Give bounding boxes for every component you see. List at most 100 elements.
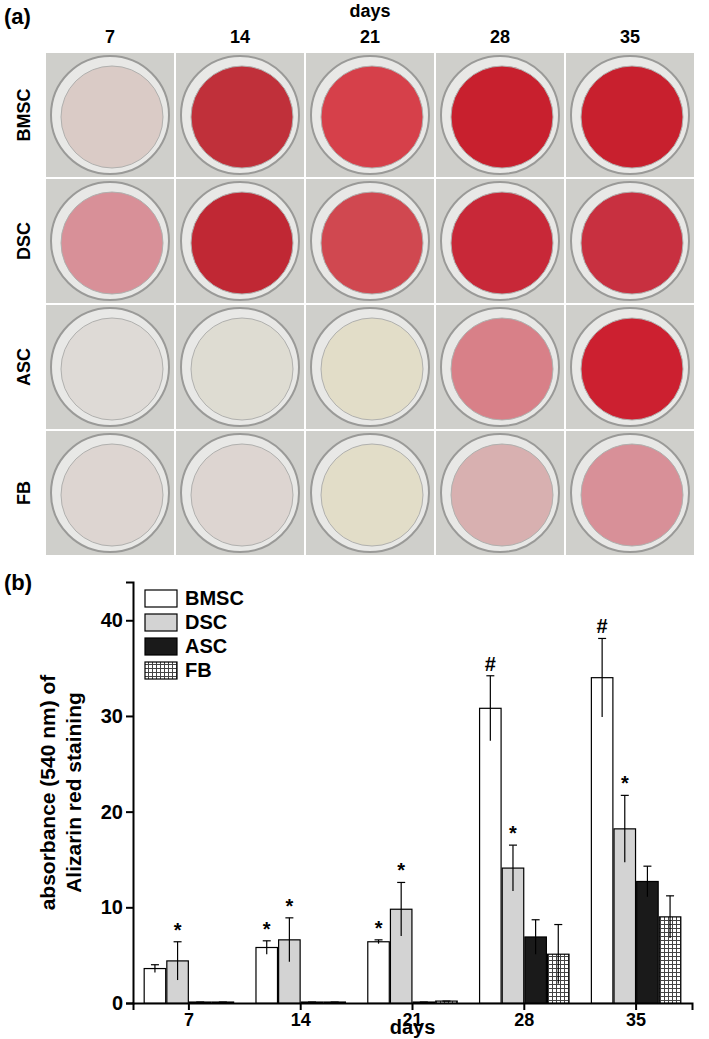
well xyxy=(321,318,423,420)
well xyxy=(581,318,683,420)
bar xyxy=(591,678,613,1003)
well-background xyxy=(436,179,564,303)
well-background xyxy=(46,179,174,303)
well-rim xyxy=(51,182,169,300)
y-tick-label: 20 xyxy=(101,801,123,823)
y-tick: 20 xyxy=(101,801,133,823)
bar xyxy=(189,1001,211,1003)
x-tick-label: 28 xyxy=(514,1010,534,1030)
significance-mark: * xyxy=(174,919,182,941)
well-rim xyxy=(571,56,689,174)
well xyxy=(451,444,553,546)
error-cap xyxy=(375,939,383,940)
y-tick-mark xyxy=(126,907,133,909)
well-background xyxy=(436,53,564,177)
error-bar xyxy=(266,941,267,954)
bar xyxy=(256,948,278,1003)
error-cap xyxy=(397,882,405,883)
well-background xyxy=(46,305,174,429)
legend-label: BMSC xyxy=(185,587,244,609)
well-rim xyxy=(311,182,429,300)
well-background xyxy=(436,305,564,429)
y-tick: 30 xyxy=(101,705,133,727)
well xyxy=(61,444,163,546)
error-cap xyxy=(219,1001,227,1002)
y-tick-label: 40 xyxy=(101,609,123,631)
well xyxy=(321,192,423,294)
well-background xyxy=(176,431,304,555)
annotations: **##***** xyxy=(174,615,629,940)
y-axis-title: absorbance (540 nm) ofAlizarin red stain… xyxy=(36,674,85,911)
row-label: ASC xyxy=(14,348,34,386)
legend-label: DSC xyxy=(185,611,227,633)
legend-label: ASC xyxy=(185,635,227,657)
well xyxy=(61,318,163,420)
error-bar xyxy=(154,965,155,973)
well xyxy=(581,192,683,294)
well xyxy=(191,66,293,168)
column-label: 21 xyxy=(360,27,380,47)
error-bar xyxy=(401,882,402,936)
x-tick: 35 xyxy=(626,1003,646,1030)
well-rim xyxy=(571,434,689,552)
well-background xyxy=(306,53,434,177)
well-background xyxy=(306,179,434,303)
y-tick-label: 30 xyxy=(101,705,123,727)
error-cap xyxy=(331,1001,339,1002)
row-label: BMSC xyxy=(14,89,34,142)
error-cap xyxy=(442,1000,450,1001)
well xyxy=(321,66,423,168)
well-rim xyxy=(441,56,559,174)
well xyxy=(61,66,163,168)
well xyxy=(321,444,423,546)
y-tick-mark xyxy=(126,1003,133,1005)
error-cap xyxy=(509,845,517,846)
legend: BMSCDSCASCFB xyxy=(145,587,244,681)
well xyxy=(581,66,683,168)
x-tick: 7 xyxy=(184,1003,194,1030)
panel-label: (a) xyxy=(4,4,31,29)
y-tick-mark xyxy=(126,620,133,622)
error-cap xyxy=(598,638,606,639)
legend-swatch xyxy=(145,614,177,631)
well-background xyxy=(566,179,694,303)
bar xyxy=(480,708,502,1003)
y-tick-label: 10 xyxy=(101,896,123,918)
well-rim xyxy=(51,308,169,426)
x-tick-label: 35 xyxy=(626,1010,646,1030)
bar xyxy=(637,881,659,1003)
plot-area xyxy=(144,638,681,1003)
y-tick-label: 0 xyxy=(112,992,123,1014)
error-cap xyxy=(174,941,182,942)
well xyxy=(581,444,683,546)
error-cap xyxy=(486,675,494,676)
bar xyxy=(413,1001,435,1003)
well-background xyxy=(46,53,174,177)
panel-b: (b)010203040714212835daysabsorbance (540… xyxy=(4,570,693,1038)
legend-swatch xyxy=(145,662,177,679)
error-cap xyxy=(666,895,674,896)
panel-label: (b) xyxy=(4,570,32,595)
bar xyxy=(144,969,166,1003)
significance-mark: # xyxy=(485,653,496,675)
well-rim xyxy=(441,182,559,300)
y-tick: 10 xyxy=(101,896,133,918)
bar xyxy=(301,1001,323,1003)
legend-swatch xyxy=(145,590,177,607)
well-background xyxy=(306,305,434,429)
x-tick-label: 7 xyxy=(184,1010,194,1030)
y-tick: 40 xyxy=(101,609,133,631)
well-rim xyxy=(441,308,559,426)
well-rim xyxy=(441,434,559,552)
y-axis: 0 10 20 30 40 xyxy=(101,583,134,1014)
error-bar xyxy=(624,795,625,862)
legend-label: FB xyxy=(185,659,212,681)
well-rim xyxy=(311,308,429,426)
well xyxy=(191,444,293,546)
error-bar xyxy=(558,925,559,984)
column-label: 28 xyxy=(490,27,510,47)
y-tick-mark xyxy=(126,811,133,813)
well-rim xyxy=(571,182,689,300)
well-background xyxy=(566,305,694,429)
column-label: 14 xyxy=(230,27,250,47)
